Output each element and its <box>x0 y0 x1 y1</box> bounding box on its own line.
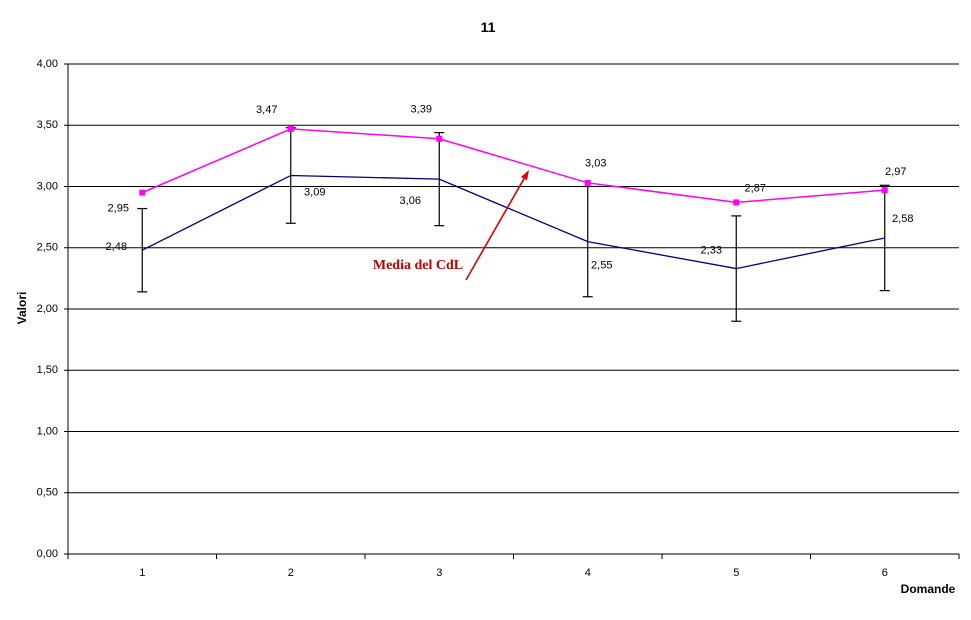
y-tick-label: 3,00 <box>37 180 58 192</box>
data-label: 3,06 <box>400 195 421 207</box>
data-label: 2,48 <box>106 241 127 253</box>
data-labels: 2,95 3,47 3,39 3,03 2,87 2,97 2,48 3,09 3,06 2,55… <box>106 104 914 272</box>
series-line-0 <box>139 125 888 206</box>
x-tick-label: 2 <box>288 567 294 579</box>
y-tick-label: 2,00 <box>37 303 58 315</box>
annotation-arrow <box>465 170 529 281</box>
y-axis-tick-labels: 0,00 0,50 1,00 1,50 2,00 2,50 3,00 3,50 4,00 <box>37 58 58 560</box>
data-label: 2,33 <box>701 244 722 256</box>
gridlines <box>64 63 959 555</box>
annotation-media-del-cdl: Media del CdL <box>372 258 464 273</box>
data-label: 2,58 <box>892 213 913 225</box>
series-marker <box>881 187 888 194</box>
x-axis-tick-labels: 1 2 3 4 5 6 <box>67 554 960 579</box>
x-tick-label: 5 <box>733 567 739 579</box>
error-bars <box>137 127 890 322</box>
x-axis-title: Domande <box>900 582 956 596</box>
series-marker <box>733 199 740 206</box>
y-tick-label: 0,00 <box>37 548 58 560</box>
y-tick-label: 4,00 <box>37 58 58 70</box>
series-marker <box>287 125 294 132</box>
y-tick-label: 2,50 <box>37 242 58 254</box>
series-marker <box>584 179 591 186</box>
data-label: 3,03 <box>585 158 606 170</box>
data-label: 3,47 <box>256 104 277 116</box>
x-tick-label: 6 <box>882 567 888 579</box>
data-label: 2,95 <box>108 203 129 215</box>
y-tick-label: 0,50 <box>37 487 58 499</box>
y-tick-label: 1,00 <box>37 425 58 437</box>
x-tick-label: 1 <box>139 567 145 579</box>
data-label: 2,55 <box>591 260 612 272</box>
series-line-1 <box>141 174 885 270</box>
data-label: 2,97 <box>885 166 906 178</box>
x-tick-label: 4 <box>585 567 591 579</box>
data-label: 3,09 <box>304 186 325 198</box>
x-tick-label: 3 <box>436 567 442 579</box>
data-label: 3,39 <box>411 104 432 116</box>
series-marker <box>436 135 443 142</box>
series-marker <box>139 189 146 196</box>
chart-title: 11 <box>480 19 496 35</box>
y-tick-label: 1,50 <box>37 364 58 376</box>
y-tick-label: 3,50 <box>37 119 58 131</box>
data-label: 2,87 <box>745 182 766 194</box>
